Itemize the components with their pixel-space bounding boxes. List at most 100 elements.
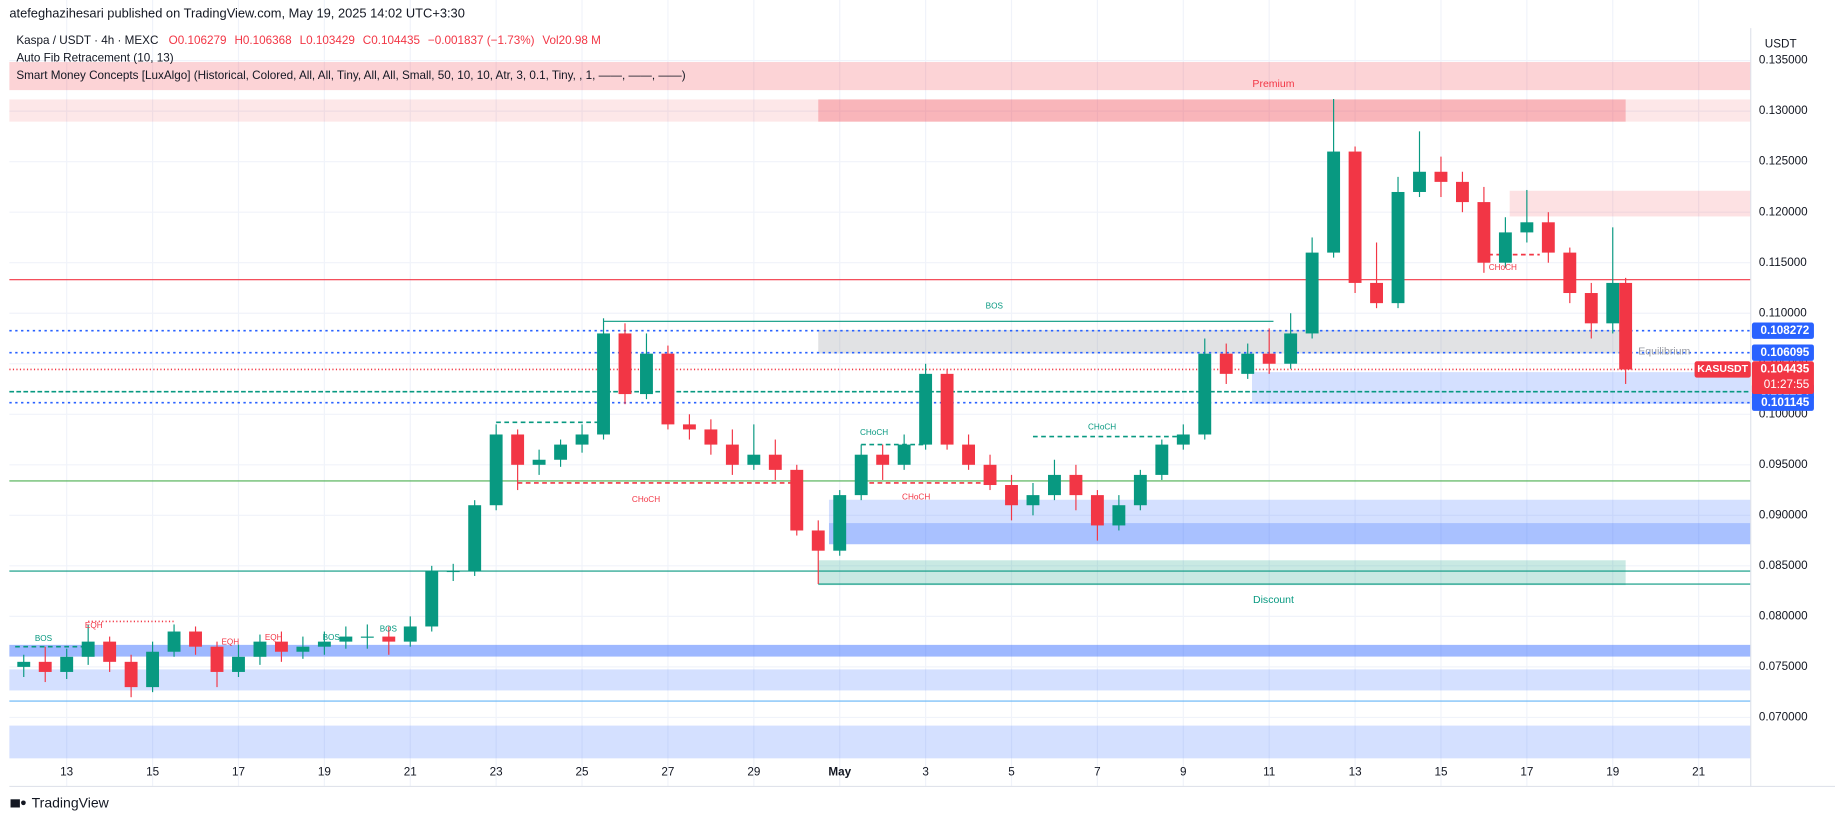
brand-logo: TradingView xyxy=(10,795,110,811)
candle-body xyxy=(661,353,675,425)
candle-body xyxy=(983,464,997,486)
candle-body xyxy=(1477,202,1491,263)
candle-body xyxy=(1563,252,1577,294)
candle-body xyxy=(1198,353,1212,435)
x-tick-label: 23 xyxy=(490,765,503,778)
candle-body xyxy=(1520,222,1534,233)
candle-body xyxy=(554,444,568,460)
candle-body xyxy=(468,505,482,571)
x-tick-label: 11 xyxy=(1263,765,1275,778)
candle-body xyxy=(640,353,653,395)
candle-body xyxy=(511,434,525,465)
candle-body xyxy=(360,636,374,638)
candle-body xyxy=(790,469,804,531)
annotation: BOS xyxy=(380,625,398,634)
candle-body xyxy=(1370,282,1383,304)
candle-body xyxy=(833,495,847,551)
annotation: Discount xyxy=(1253,594,1294,606)
candle-body xyxy=(1305,252,1319,334)
candle-body xyxy=(1541,222,1555,253)
zone xyxy=(828,499,1751,545)
candle-body xyxy=(1048,474,1061,496)
x-tick-label: 5 xyxy=(1008,765,1015,778)
y-tick-label: 0.125000 xyxy=(1759,155,1808,168)
x-tick-label: 15 xyxy=(146,765,160,778)
zone xyxy=(9,669,1751,691)
candle-body xyxy=(532,459,546,465)
candle-body xyxy=(274,641,288,652)
annotation: CHoCH xyxy=(1088,422,1116,431)
candle-body xyxy=(425,570,439,627)
ohlc: H0.106368 xyxy=(234,34,291,47)
zone xyxy=(818,330,1626,354)
y-tick-label: 0.095000 xyxy=(1759,458,1808,471)
candle-body xyxy=(1155,444,1169,475)
candle-body xyxy=(747,454,761,465)
candle-body xyxy=(1348,151,1362,283)
legend-line: Kaspa / USDT · 4h · MEXC O0.106279 H0.10… xyxy=(16,34,601,47)
candle-body xyxy=(146,651,160,688)
candle-body xyxy=(1498,232,1512,263)
price-label: 0.101145 xyxy=(1761,396,1810,409)
candle-body xyxy=(403,626,417,642)
candle-body xyxy=(1284,333,1298,364)
annotation: CHoCH xyxy=(902,492,930,501)
x-tick-label: 25 xyxy=(576,765,590,778)
x-tick-label: 15 xyxy=(1434,765,1448,778)
candle-body xyxy=(1391,191,1405,304)
annotation: BOS xyxy=(35,634,53,643)
annotation: CHoCH xyxy=(1489,263,1517,272)
annotation: Equilibrium xyxy=(1638,345,1690,357)
ohlc: O0.106279 xyxy=(169,34,227,47)
price-label-bg xyxy=(1751,394,1814,411)
y-tick-label: 0.120000 xyxy=(1759,205,1808,218)
candle-body xyxy=(1090,495,1104,526)
x-tick-label: 21 xyxy=(1692,765,1705,778)
y-tick-label: 0.110000 xyxy=(1759,306,1807,319)
candle-body xyxy=(1219,353,1233,374)
x-tick-label: 19 xyxy=(318,765,331,778)
candle-body xyxy=(704,429,718,445)
change: −0.001837 (−1.73%) xyxy=(428,34,535,47)
annotation: EQH xyxy=(85,621,103,630)
candle-body xyxy=(253,641,267,657)
candle-body xyxy=(1069,474,1083,496)
candle-body xyxy=(189,631,202,647)
zone xyxy=(9,99,1751,122)
y-tick-label: 0.090000 xyxy=(1759,508,1808,521)
candle-body xyxy=(768,454,782,470)
currency: USDT xyxy=(1765,38,1797,51)
symbol-tag: KASUSDT xyxy=(1697,363,1748,375)
candle-body xyxy=(1584,293,1598,324)
annotation: EQH xyxy=(265,633,283,642)
ohlc: L0.103429 xyxy=(300,34,355,47)
x-tick-label: 17 xyxy=(1520,765,1533,778)
last-price: 0.104435 xyxy=(1761,363,1810,376)
ohlc: C0.104435 xyxy=(363,34,421,47)
y-tick-label: 0.085000 xyxy=(1759,559,1808,572)
annotation: BOS xyxy=(986,302,1004,311)
zone xyxy=(9,62,1751,91)
candle-body xyxy=(81,641,95,657)
candle-body xyxy=(1241,353,1255,374)
x-tick-label: 3 xyxy=(922,765,929,778)
candle-body xyxy=(575,434,589,445)
x-tick-label: 9 xyxy=(1180,765,1187,778)
candle-body xyxy=(854,454,868,496)
x-tick-label: 7 xyxy=(1094,765,1101,778)
annotation: CHoCH xyxy=(632,495,660,504)
candle-body xyxy=(296,646,310,652)
x-tick-label: 21 xyxy=(404,765,417,778)
indicator: Smart Money Concepts [LuxAlgo] (Historic… xyxy=(16,69,685,82)
logo-mark xyxy=(21,800,26,806)
zone xyxy=(828,523,1751,545)
candle-body xyxy=(597,333,610,435)
candle-body xyxy=(725,444,739,465)
annotation: CHoCH xyxy=(860,428,888,437)
candle-body xyxy=(339,636,353,642)
y-tick-label: 0.115000 xyxy=(1759,256,1807,269)
price-label-bg xyxy=(1751,322,1814,339)
candle-body xyxy=(1005,485,1018,506)
